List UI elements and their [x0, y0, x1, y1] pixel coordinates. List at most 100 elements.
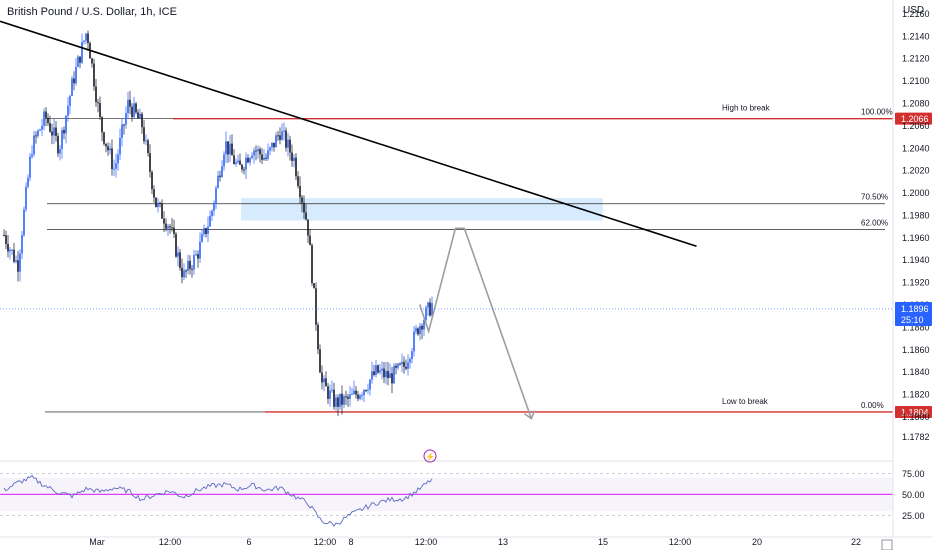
candle-body [231, 143, 233, 156]
candle-body [177, 252, 179, 257]
candle-body [119, 138, 121, 155]
rsi-tick-label: 50.00 [902, 490, 925, 500]
candle-body [67, 105, 69, 116]
candle-body [159, 202, 161, 204]
time-tick-label: 12:00 [159, 537, 182, 547]
candle-body [399, 363, 401, 365]
fib-levels: High to break 100.00% 1.2066 70.50% 62.00% Lo… [45, 104, 932, 418]
candle-body [391, 373, 393, 384]
candle-body [197, 254, 199, 259]
candle-body [155, 197, 157, 207]
candle-body [375, 365, 377, 375]
candle-body [295, 157, 297, 177]
candle-body [153, 189, 155, 198]
candle-body [213, 203, 215, 211]
time-tick-label: 22 [851, 537, 861, 547]
current-price-tag [895, 301, 932, 326]
candle-body [337, 397, 339, 407]
candle-body [83, 40, 85, 42]
lightning-glyph: ⚡ [425, 452, 435, 462]
candle-body [397, 363, 399, 368]
candle-body [265, 157, 267, 159]
candle-body [259, 149, 261, 155]
level-label: Low to break [722, 397, 769, 406]
candle-body [53, 127, 55, 136]
candle-body [33, 135, 35, 155]
candle-body [55, 127, 57, 137]
candle-body [367, 389, 369, 391]
candle-body [101, 117, 103, 133]
candle-body [245, 157, 247, 170]
candle-body [71, 78, 73, 96]
candle-body [409, 359, 411, 363]
candle-body [127, 99, 129, 113]
candle-body [201, 234, 203, 242]
candle-body [413, 331, 415, 352]
candle-body [121, 124, 123, 139]
price-tick-label: 1.2060 [902, 121, 930, 131]
candle-body [179, 252, 181, 268]
candle-body [303, 202, 305, 213]
candle-body [215, 187, 217, 204]
candle-body [97, 102, 99, 104]
candle-body [19, 253, 21, 272]
candle-body [111, 148, 113, 169]
icons: ⚡ [423, 449, 437, 463]
candle-body [81, 41, 83, 63]
candle-body [329, 390, 331, 399]
candle-body [299, 186, 301, 198]
candle-body [137, 112, 139, 119]
price-tick-label: 1.1800 [902, 412, 930, 422]
candle-body [363, 390, 365, 396]
currency-label: USD [903, 5, 925, 16]
candle-body [263, 157, 265, 160]
candle-body [145, 140, 147, 142]
candle-body [393, 365, 395, 384]
candle-body [333, 389, 335, 407]
candle-body [275, 135, 277, 148]
candle-body [93, 63, 95, 87]
candle-body [123, 124, 125, 126]
candle-body [131, 106, 133, 118]
candle-body [107, 146, 109, 151]
candle-body [211, 210, 213, 216]
fib-zone [241, 198, 603, 221]
price-tick-label: 1.2140 [902, 31, 930, 41]
candle-body [351, 393, 353, 395]
time-tick-label: 13 [498, 537, 508, 547]
candle-body [261, 154, 263, 160]
price-tick-label: 1.1820 [902, 390, 930, 400]
candle-body [141, 113, 143, 128]
candle-body [65, 115, 67, 134]
candle-body [315, 288, 317, 325]
candle-body [87, 33, 89, 44]
candle-body [237, 160, 239, 163]
candle-body [185, 270, 187, 272]
candle-body [113, 168, 115, 170]
candle-body [383, 368, 385, 378]
candle-body [63, 130, 65, 134]
candle-body [319, 349, 321, 373]
time-tick-label: 20 [752, 537, 762, 547]
candle-body [411, 351, 413, 360]
settings-icon [881, 539, 893, 551]
price-tick-label: 1.2000 [902, 188, 930, 198]
candle-body [75, 66, 77, 84]
price-tick-label: 1.1920 [902, 278, 930, 288]
candle-body [273, 142, 275, 148]
candle-body [31, 154, 33, 157]
level-price-tag [895, 112, 932, 125]
candle-body [405, 366, 407, 369]
candle-body [415, 328, 417, 332]
candle-body [99, 102, 101, 118]
candle-body [321, 372, 323, 383]
price-axis: 1.21601.21401.21201.21001.20801.20601.20… [0, 0, 932, 537]
candle-body [135, 103, 137, 113]
candle-body [199, 241, 201, 259]
candle-body [195, 254, 197, 256]
candle-body [57, 136, 59, 154]
candle-body [325, 378, 327, 387]
price-tick-label: 1.1840 [902, 367, 930, 377]
